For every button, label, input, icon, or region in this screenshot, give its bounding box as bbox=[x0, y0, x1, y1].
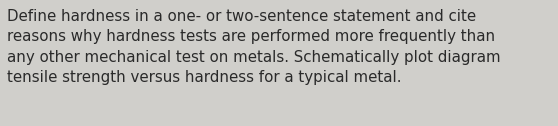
Text: Define hardness in a one- or two-sentence statement and cite
reasons why hardnes: Define hardness in a one- or two-sentenc… bbox=[7, 9, 501, 85]
